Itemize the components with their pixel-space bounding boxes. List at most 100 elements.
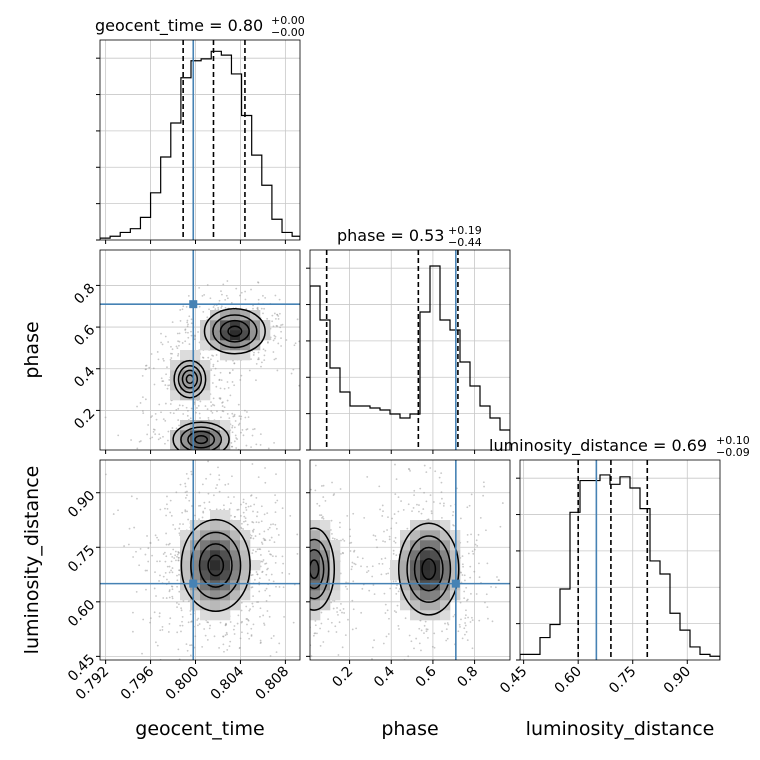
sample-point <box>231 412 234 415</box>
sample-point <box>296 536 298 538</box>
sample-point <box>303 516 305 518</box>
sample-point <box>167 384 170 387</box>
title-luminosity-distance-main: luminosity_distance = 0.69 <box>489 436 707 456</box>
sample-point <box>136 405 138 408</box>
density-cell <box>400 590 411 601</box>
density-cell <box>230 520 241 531</box>
sample-point <box>296 552 299 555</box>
sample-point <box>259 444 262 446</box>
sample-point <box>467 552 470 555</box>
sample-point <box>322 484 325 487</box>
sample-point <box>344 634 347 637</box>
sample-point <box>204 405 207 407</box>
sample-point <box>270 523 272 526</box>
sample-point <box>175 477 177 479</box>
sample-point <box>215 508 218 511</box>
sample-point <box>190 334 193 337</box>
sample-point <box>177 340 179 343</box>
sample-point <box>406 527 409 530</box>
sample-point <box>344 585 347 588</box>
density-contour <box>181 369 199 389</box>
sample-point <box>197 404 200 407</box>
sample-point <box>270 573 273 576</box>
sample-point <box>216 410 218 413</box>
density-cell <box>430 590 441 601</box>
sample-point <box>221 401 224 404</box>
sample-point <box>330 601 332 604</box>
sample-point <box>498 579 500 582</box>
sample-point <box>189 654 192 657</box>
sample-point <box>337 613 339 616</box>
sample-point <box>130 495 133 498</box>
sample-point <box>211 382 214 384</box>
sample-point <box>176 555 178 558</box>
sample-point <box>274 494 276 497</box>
sample-point <box>225 631 228 634</box>
sample-point <box>452 615 455 618</box>
y-axis-label-luminosity-distance: luminosity_distance <box>21 466 43 655</box>
sample-point <box>161 629 164 631</box>
density-cell <box>180 530 191 541</box>
sample-point <box>177 460 179 462</box>
sample-point <box>259 554 262 556</box>
sample-point <box>368 589 371 592</box>
sample-point <box>198 518 200 521</box>
sample-point <box>238 422 241 425</box>
sample-point <box>190 330 192 333</box>
density-cell <box>220 430 231 441</box>
sample-point <box>260 361 263 364</box>
sample-point <box>422 508 425 510</box>
sample-point <box>353 549 356 552</box>
sample-point <box>147 547 150 550</box>
sample-point <box>191 505 193 507</box>
sample-point <box>182 599 185 602</box>
density-cell <box>200 420 211 431</box>
sample-point <box>263 622 265 625</box>
sample-point <box>440 472 443 475</box>
sample-point <box>461 637 464 640</box>
sample-point <box>218 299 221 302</box>
sample-point <box>154 534 157 537</box>
sample-point <box>166 578 168 581</box>
sample-point <box>385 573 388 575</box>
sample-point <box>275 651 278 654</box>
sample-point <box>166 366 168 369</box>
sample-point <box>292 634 294 636</box>
sample-point <box>240 666 242 668</box>
sample-point <box>280 337 282 340</box>
sample-point <box>153 451 155 453</box>
sample-point <box>397 590 400 593</box>
sample-point <box>301 600 303 602</box>
sample-point <box>197 331 199 333</box>
sample-point <box>371 575 374 578</box>
sample-point <box>257 351 260 354</box>
sample-point <box>303 620 305 622</box>
sample-point <box>160 411 162 414</box>
sample-point <box>171 348 174 351</box>
sample-point <box>204 634 207 637</box>
sample-point <box>476 544 479 547</box>
density-cell <box>390 560 401 571</box>
sample-point <box>335 631 338 633</box>
sample-point <box>305 456 307 458</box>
sample-point <box>187 600 190 603</box>
sample-point <box>226 412 229 415</box>
sample-point <box>263 359 266 362</box>
sample-point <box>322 641 325 643</box>
density-cell <box>220 550 231 561</box>
sample-point <box>381 562 384 565</box>
sample-point <box>274 501 277 504</box>
sample-point <box>229 621 232 623</box>
sample-point <box>249 505 252 508</box>
density-cell <box>330 550 341 561</box>
sample-point <box>423 491 425 494</box>
sample-point <box>206 639 209 641</box>
sample-point <box>173 476 175 478</box>
sample-point <box>287 448 289 450</box>
sample-point <box>387 516 389 519</box>
sample-point <box>253 665 255 667</box>
sample-point <box>164 451 166 453</box>
sample-point <box>484 667 486 669</box>
sample-point <box>272 580 275 583</box>
density-cell <box>200 570 211 581</box>
